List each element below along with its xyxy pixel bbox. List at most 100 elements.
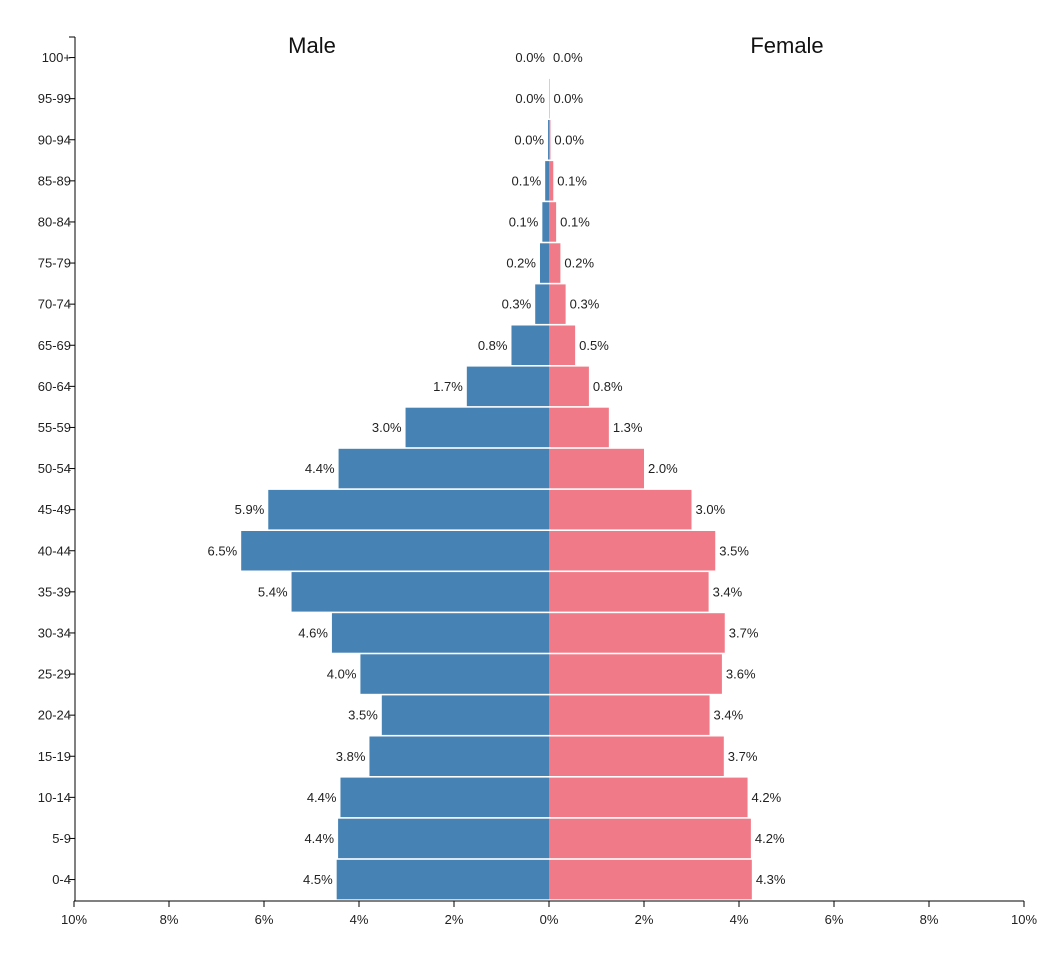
male-value-label-100+: 0.0% bbox=[515, 50, 545, 65]
age-group-label-100+: 100+ bbox=[42, 50, 71, 65]
x-tick-label-8: 6% bbox=[825, 912, 844, 927]
age-group-label-80-84: 80-84 bbox=[38, 214, 71, 229]
x-tick-label-9: 8% bbox=[920, 912, 939, 927]
male-bar-0-4 bbox=[336, 859, 549, 900]
age-group-label-20-24: 20-24 bbox=[38, 708, 71, 723]
female-bar-45-49 bbox=[549, 489, 692, 530]
male-bar-55-59 bbox=[405, 407, 549, 448]
female-value-label-20-24: 3.4% bbox=[714, 708, 744, 723]
female-bars bbox=[549, 78, 752, 900]
female-bar-60-64 bbox=[549, 366, 589, 407]
male-bar-75-79 bbox=[539, 243, 549, 283]
age-group-label-40-44: 40-44 bbox=[38, 543, 71, 558]
age-group-label-25-29: 25-29 bbox=[38, 667, 71, 682]
male-bar-70-74 bbox=[535, 284, 549, 324]
male-bar-40-44 bbox=[241, 531, 549, 571]
female-bar-90-94 bbox=[549, 120, 551, 160]
male-bar-20-24 bbox=[381, 695, 549, 735]
female-bar-25-29 bbox=[549, 654, 722, 694]
age-group-label-55-59: 55-59 bbox=[38, 420, 71, 435]
female-bar-70-74 bbox=[549, 284, 566, 324]
female-value-label-10-14: 4.2% bbox=[752, 790, 782, 805]
male-value-label-20-24: 3.5% bbox=[348, 708, 378, 723]
male-value-label-0-4: 4.5% bbox=[303, 872, 333, 887]
x-tick-label-7: 4% bbox=[730, 912, 749, 927]
female-value-label-100+: 0.0% bbox=[553, 50, 583, 65]
male-bar-30-34 bbox=[331, 613, 549, 653]
age-group-label-70-74: 70-74 bbox=[38, 297, 71, 312]
x-axis: 10% 8% 6% 4% 2% 0% 2% 4% 6% 8% 10% bbox=[61, 900, 1037, 927]
female-value-label-90-94: 0.0% bbox=[554, 132, 584, 147]
male-bar-45-49 bbox=[268, 489, 549, 530]
male-value-label-30-34: 4.6% bbox=[298, 625, 328, 640]
age-group-label-35-39: 35-39 bbox=[38, 584, 71, 599]
male-bars bbox=[241, 120, 549, 900]
x-tick-label-0: 10% bbox=[61, 912, 87, 927]
female-value-label-95-99: 0.0% bbox=[553, 91, 583, 106]
female-value-label-55-59: 1.3% bbox=[613, 420, 643, 435]
male-value-label-65-69: 0.8% bbox=[478, 338, 508, 353]
male-value-label-40-44: 6.5% bbox=[208, 543, 238, 558]
x-tick-label-10: 10% bbox=[1011, 912, 1037, 927]
female-value-label-0-4: 4.3% bbox=[756, 872, 786, 887]
male-value-label-15-19: 3.8% bbox=[336, 749, 366, 764]
age-group-label-10-14: 10-14 bbox=[38, 790, 71, 805]
x-tick-label-2: 6% bbox=[255, 912, 274, 927]
male-bar-25-29 bbox=[360, 654, 549, 694]
male-value-label-85-89: 0.1% bbox=[512, 173, 542, 188]
age-group-label-50-54: 50-54 bbox=[38, 461, 71, 476]
male-value-label-80-84: 0.1% bbox=[509, 214, 539, 229]
male-value-label-50-54: 4.4% bbox=[305, 461, 335, 476]
male-value-label-35-39: 5.4% bbox=[258, 584, 288, 599]
female-bar-20-24 bbox=[549, 695, 710, 735]
male-bar-10-14 bbox=[340, 777, 549, 818]
female-value-label-30-34: 3.7% bbox=[729, 625, 759, 640]
x-tick-label-1: 8% bbox=[160, 912, 179, 927]
female-value-label-5-9: 4.2% bbox=[755, 831, 785, 846]
male-value-label-10-14: 4.4% bbox=[307, 790, 337, 805]
age-group-label-75-79: 75-79 bbox=[38, 256, 71, 271]
male-bar-60-64 bbox=[466, 366, 549, 407]
female-value-label-15-19: 3.7% bbox=[728, 749, 758, 764]
female-value-label-65-69: 0.5% bbox=[579, 338, 609, 353]
male-value-label-55-59: 3.0% bbox=[372, 420, 402, 435]
female-value-label-60-64: 0.8% bbox=[593, 379, 623, 394]
female-bar-40-44 bbox=[549, 531, 716, 571]
male-value-label-5-9: 4.4% bbox=[304, 831, 334, 846]
male-bar-80-84 bbox=[542, 202, 549, 242]
x-tick-label-4: 2% bbox=[445, 912, 464, 927]
female-value-label-75-79: 0.2% bbox=[564, 256, 594, 271]
age-group-label-15-19: 15-19 bbox=[38, 749, 71, 764]
age-group-label-90-94: 90-94 bbox=[38, 132, 71, 147]
y-axis: 100+ 95-99 90-94 85-89 80-84 75-79 70-74 65-69 6… bbox=[38, 36, 76, 901]
x-tick-label-3: 4% bbox=[350, 912, 369, 927]
female-value-label-45-49: 3.0% bbox=[696, 502, 726, 517]
age-group-label-60-64: 60-64 bbox=[38, 379, 71, 394]
age-group-label-95-99: 95-99 bbox=[38, 91, 71, 106]
female-bar-75-79 bbox=[549, 243, 561, 283]
age-group-label-30-34: 30-34 bbox=[38, 625, 71, 640]
female-bar-5-9 bbox=[549, 818, 751, 859]
male-bar-15-19 bbox=[369, 736, 549, 776]
female-bar-50-54 bbox=[549, 448, 644, 489]
female-value-label-25-29: 3.6% bbox=[726, 667, 756, 682]
female-value-label-50-54: 2.0% bbox=[648, 461, 678, 476]
male-value-label-90-94: 0.0% bbox=[514, 132, 544, 147]
male-bar-85-89 bbox=[545, 161, 549, 201]
female-bar-55-59 bbox=[549, 407, 609, 448]
age-group-label-45-49: 45-49 bbox=[38, 502, 71, 517]
male-bar-50-54 bbox=[338, 448, 549, 489]
female-bar-85-89 bbox=[549, 161, 554, 201]
male-bar-90-94 bbox=[548, 120, 549, 160]
female-bar-15-19 bbox=[549, 736, 724, 776]
female-bar-0-4 bbox=[549, 859, 752, 900]
male-bar-35-39 bbox=[291, 572, 549, 612]
male-bar-65-69 bbox=[511, 325, 549, 365]
female-side-title: Female bbox=[750, 33, 823, 58]
female-value-label-70-74: 0.3% bbox=[570, 297, 600, 312]
female-bar-30-34 bbox=[549, 613, 725, 653]
male-value-label-95-99: 0.0% bbox=[515, 91, 545, 106]
female-bar-80-84 bbox=[549, 202, 557, 242]
age-group-label-0-4: 0-4 bbox=[52, 872, 71, 887]
